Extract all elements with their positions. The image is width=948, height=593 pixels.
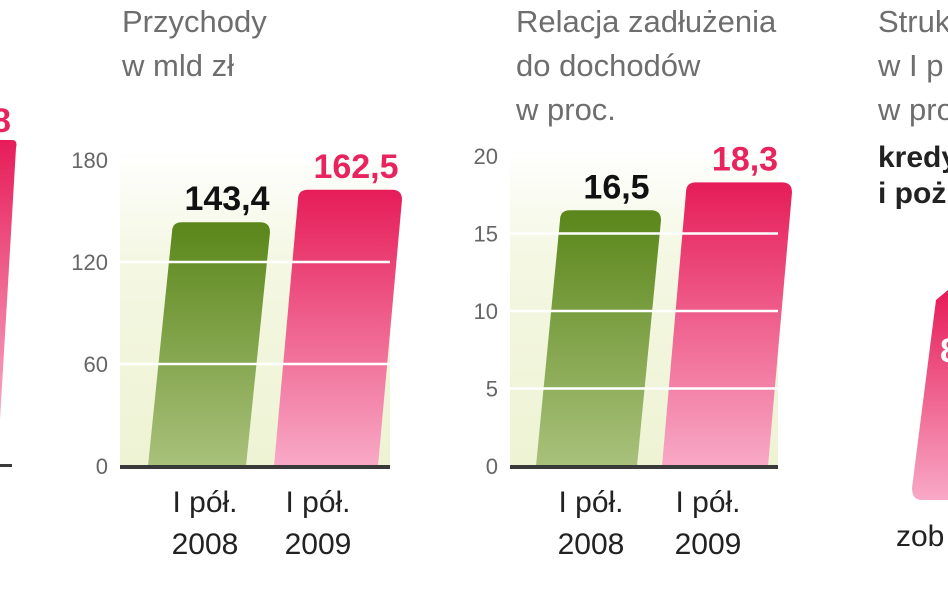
revenue-chart-title: Przychody w mld zł xyxy=(122,0,267,88)
title-line: w mld zł xyxy=(122,48,234,83)
category-line: 2008 xyxy=(557,528,625,561)
right-partial-chart: 8 xyxy=(912,290,948,500)
subtitle-line: i poż xyxy=(878,177,947,210)
title-line: Struk xyxy=(878,4,948,39)
debt-ratio-chart-title: Relacja zadłużenia do dochodów w proc. xyxy=(516,0,776,132)
category-label: I pół. 2009 xyxy=(643,482,773,566)
y-tick-label: 20 xyxy=(474,144,498,169)
y-tick-label: 10 xyxy=(474,299,498,324)
left-partial-value-label: 8 xyxy=(0,102,11,140)
category-label: I pół. 2008 xyxy=(526,482,656,566)
value-label: 18,3 xyxy=(712,140,778,178)
y-tick-label: 0 xyxy=(486,454,498,479)
y-tick-label: 15 xyxy=(474,222,498,247)
debt-ratio-chart: 0 5 10 15 20 16,5 18,3 xyxy=(474,140,792,479)
y-tick-label: 5 xyxy=(486,377,498,402)
title-line: w proc. xyxy=(516,92,616,127)
right-partial-title: Struk w I p w proc xyxy=(878,0,948,132)
title-line: w proc xyxy=(878,92,948,127)
title-line: w I p xyxy=(878,48,944,83)
bar-2008 xyxy=(536,210,661,466)
value-label: 16,5 xyxy=(583,168,649,206)
category-line: 2009 xyxy=(674,528,742,561)
right-partial-footer: zob xyxy=(896,520,945,553)
y-tick-label: 0 xyxy=(96,454,108,479)
category-line: 2008 xyxy=(171,528,239,561)
right-partial-subtitle: kredy i poż xyxy=(878,140,948,212)
left-partial-chart: 8 xyxy=(0,102,17,467)
right-partial-bar-label: 8 xyxy=(940,332,948,370)
title-line: Przychody xyxy=(122,4,267,39)
bar-2009 xyxy=(274,189,402,466)
y-tick-label: 120 xyxy=(71,250,108,275)
y-tick-label: 60 xyxy=(84,352,108,377)
category-line: I pół. xyxy=(285,486,351,519)
category-label: I pół. 2008 xyxy=(140,482,270,566)
bar-2009 xyxy=(662,182,792,466)
category-line: I pół. xyxy=(558,486,624,519)
value-label: 143,4 xyxy=(184,180,269,218)
title-line: Relacja zadłużenia xyxy=(516,4,777,39)
category-line: I pół. xyxy=(675,486,741,519)
left-partial-bar xyxy=(0,140,17,420)
category-line: I pół. xyxy=(172,486,238,519)
right-partial-bar xyxy=(912,290,948,500)
value-label: 162,5 xyxy=(313,148,398,186)
x-axis-line xyxy=(120,465,390,469)
title-line: do dochodów xyxy=(516,48,701,83)
bar-2008 xyxy=(148,222,270,466)
revenue-chart: 0 60 120 180 143,4 162,5 xyxy=(71,148,402,479)
category-label: I pół. 2009 xyxy=(253,482,383,566)
x-axis-line xyxy=(510,465,778,469)
subtitle-line: kredy xyxy=(878,141,948,174)
left-partial-axis xyxy=(0,464,12,467)
y-tick-label: 180 xyxy=(71,148,108,173)
category-line: 2009 xyxy=(284,528,352,561)
